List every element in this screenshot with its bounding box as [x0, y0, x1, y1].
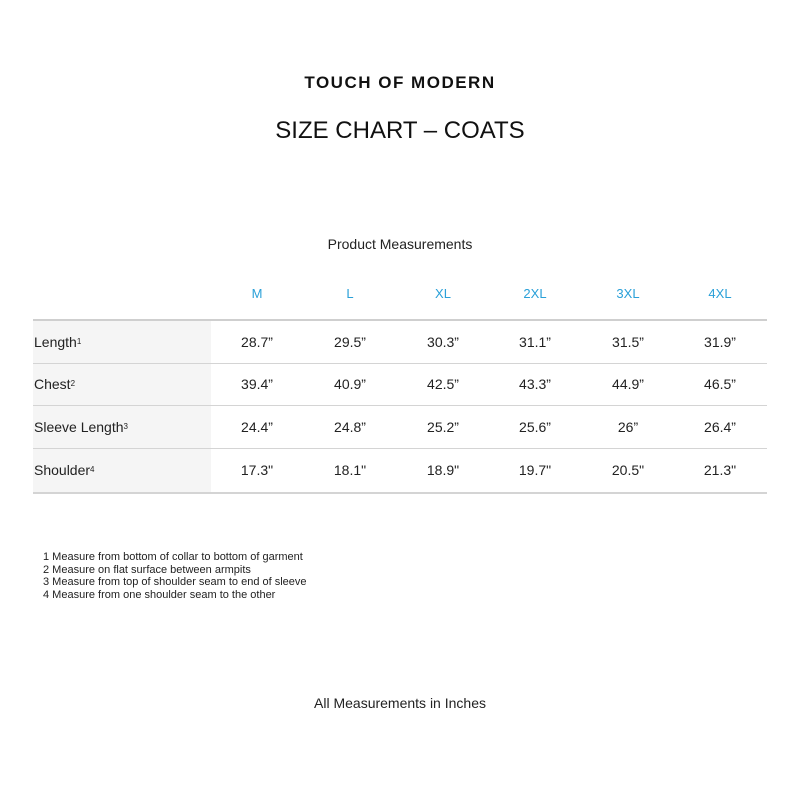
table-cell: 28.7” — [241, 334, 273, 350]
row-label: Chest2 — [34, 376, 75, 392]
row-label-text: Sleeve Length — [34, 419, 124, 435]
table-cell: 42.5” — [427, 376, 459, 392]
row-label-text: Chest — [34, 376, 71, 392]
table-cell: 24.8” — [334, 419, 366, 435]
table-cell: 31.1” — [519, 334, 551, 350]
row-divider — [33, 405, 767, 406]
table-cell: 40.9” — [334, 376, 366, 392]
table-cell: 44.9” — [612, 376, 644, 392]
row-divider — [33, 448, 767, 449]
table-cell: 20.5" — [611, 462, 645, 478]
size-header: 3XL — [616, 286, 640, 301]
table-cell: 30.3” — [427, 334, 459, 350]
footnote: 3 Measure from top of shoulder seam to e… — [43, 576, 307, 588]
table-cell: 25.6” — [519, 419, 551, 435]
table-caption: Product Measurements — [327, 236, 473, 252]
table-cell: 46.5” — [704, 376, 736, 392]
size-header: 2XL — [523, 286, 547, 301]
header-divider — [33, 319, 767, 321]
row-label: Sleeve Length3 — [34, 419, 128, 435]
units-note: All Measurements in Inches — [314, 695, 486, 711]
footnotes: 1 Measure from bottom of collar to botto… — [43, 551, 307, 601]
size-header: 4XL — [708, 286, 732, 301]
table-cell: 18.9" — [426, 462, 460, 478]
table-cell: 39.4” — [241, 376, 273, 392]
label-column-background — [33, 321, 211, 492]
footnote: 2 Measure on flat surface between armpit… — [43, 563, 251, 576]
row-label-text: Length — [34, 334, 77, 350]
table-cell: 17.3" — [240, 462, 274, 478]
table-cell: 29.5” — [334, 334, 366, 350]
table-cell: 24.4” — [241, 419, 273, 435]
row-label: Shoulder4 — [34, 462, 95, 478]
footnote-marker: 3 — [123, 422, 128, 431]
table-cell: 26.4” — [704, 419, 736, 435]
page-title: SIZE CHART – COATS — [275, 117, 525, 144]
footnote-marker: 2 — [70, 379, 76, 388]
footnote: 1 Measure from bottom of collar to botto… — [43, 551, 303, 563]
size-header: M — [251, 286, 263, 301]
table-cell: 19.7" — [518, 462, 552, 478]
footnote-marker: 4 — [90, 465, 95, 474]
footnote: 4 Measure from one shoulder seam to the … — [43, 588, 276, 601]
table-cell: 25.2” — [427, 419, 459, 435]
size-header: XL — [435, 286, 451, 301]
table-cell: 43.3” — [519, 376, 551, 392]
table-cell: 31.5” — [612, 334, 644, 350]
row-divider — [33, 363, 767, 364]
brand-logo: TOUCH OF MODERN — [304, 73, 496, 92]
row-divider — [33, 492, 767, 494]
table-cell: 18.1" — [333, 462, 367, 478]
footnote-marker: 1 — [76, 337, 82, 346]
table-cell: 31.9” — [704, 334, 736, 350]
table-cell: 21.3" — [703, 462, 737, 478]
table-cell: 26” — [617, 419, 639, 435]
size-header: L — [346, 286, 354, 301]
row-label: Length1 — [34, 334, 81, 350]
row-label-text: Shoulder — [34, 462, 91, 478]
